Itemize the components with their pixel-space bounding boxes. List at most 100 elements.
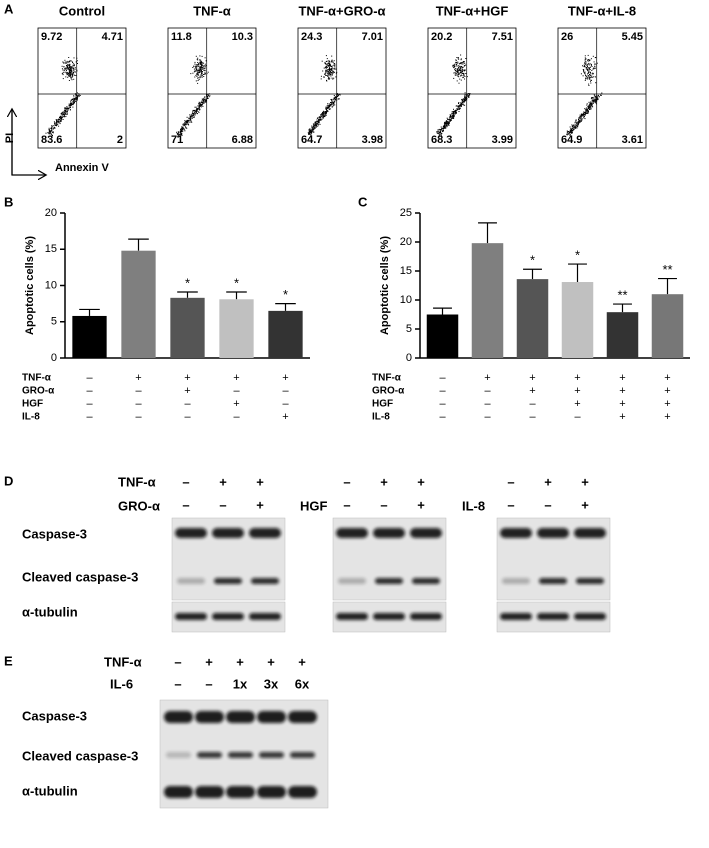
event-dot (190, 73, 192, 75)
event-dot (321, 118, 323, 120)
event-dot (315, 122, 317, 124)
event-dot (65, 67, 67, 69)
event-dot (595, 82, 597, 84)
event-dot (596, 98, 598, 100)
event-dot (179, 132, 181, 134)
event-dot (58, 118, 60, 120)
event-dot (51, 134, 53, 136)
event-dot (585, 107, 587, 109)
event-dot (601, 92, 603, 94)
event-dot (180, 128, 182, 130)
event-dot (460, 79, 462, 81)
event-dot (332, 102, 334, 103)
event-dot (76, 96, 78, 98)
event-dot (590, 58, 592, 60)
event-dot (588, 68, 590, 70)
event-dot (199, 63, 201, 65)
event-dot (454, 113, 456, 115)
event-dot (182, 124, 184, 126)
agent-name: IL-8 (462, 498, 485, 513)
event-dot (460, 105, 462, 107)
event-dot (329, 77, 331, 79)
event-dot (334, 99, 336, 101)
event-dot (204, 57, 206, 59)
quadrant-value: 9.72 (41, 31, 62, 43)
event-dot (65, 76, 67, 78)
event-dot (590, 82, 592, 84)
event-dot (191, 121, 193, 123)
event-dot (54, 123, 56, 125)
event-dot (194, 61, 196, 63)
event-dot (331, 69, 333, 71)
event-dot (587, 69, 589, 71)
event-dot (309, 133, 311, 135)
plot-title: TNF-α+HGF (436, 3, 509, 18)
event-dot (64, 113, 66, 115)
event-dot (199, 108, 201, 110)
event-dot (461, 71, 463, 73)
event-dot (590, 79, 592, 81)
event-dot (55, 119, 57, 121)
event-dot (70, 69, 72, 71)
y-tick-label: 10 (400, 294, 412, 306)
event-dot (585, 75, 587, 77)
event-dot (186, 121, 187, 123)
event-dot (202, 102, 204, 104)
event-dot (197, 74, 199, 76)
event-dot (595, 100, 597, 102)
event-dot (328, 105, 329, 107)
event-dot (63, 111, 64, 113)
bar (268, 310, 303, 358)
blot-band (259, 752, 284, 758)
treatment-sign: + (219, 474, 227, 489)
treatment-sign: + (664, 411, 670, 423)
event-dot (453, 67, 455, 69)
event-dot (197, 82, 199, 84)
event-dot (199, 105, 201, 107)
event-dot (197, 105, 199, 107)
event-dot (327, 60, 329, 62)
event-dot (74, 93, 76, 95)
bar (471, 243, 504, 358)
event-dot (445, 125, 447, 127)
event-dot (64, 108, 66, 110)
event-dot (463, 70, 465, 72)
event-dot (73, 67, 75, 69)
event-dot (66, 64, 68, 66)
event-dot (74, 67, 76, 69)
event-dot (459, 105, 461, 107)
event-dot (587, 65, 588, 67)
event-dot (68, 80, 70, 81)
event-dot (202, 65, 204, 67)
event-dot (325, 66, 327, 67)
event-dot (461, 75, 463, 77)
event-dot (584, 112, 586, 114)
event-dot (590, 75, 592, 77)
event-dot (201, 66, 203, 68)
event-dot (570, 130, 572, 132)
event-dot (323, 76, 325, 78)
event-dot (320, 114, 322, 116)
event-dot (193, 116, 195, 118)
event-dot (318, 116, 320, 118)
event-dot (464, 92, 466, 94)
event-dot (66, 110, 68, 112)
event-dot (462, 77, 464, 79)
event-dot (188, 124, 190, 126)
event-dot (584, 112, 586, 114)
event-dot (70, 73, 72, 75)
event-dot (461, 68, 463, 70)
treatment-sign: + (184, 385, 190, 397)
event-dot (457, 108, 459, 110)
event-dot (459, 72, 461, 74)
event-dot (456, 109, 458, 110)
y-axis-label: Apoptotic cells (%) (24, 236, 36, 335)
event-dot (595, 96, 597, 98)
event-dot (458, 105, 460, 107)
event-dot (51, 135, 53, 137)
event-dot (180, 132, 182, 134)
event-dot (591, 103, 593, 105)
event-dot (582, 114, 584, 116)
event-dot (48, 136, 50, 138)
event-dot (204, 101, 206, 103)
